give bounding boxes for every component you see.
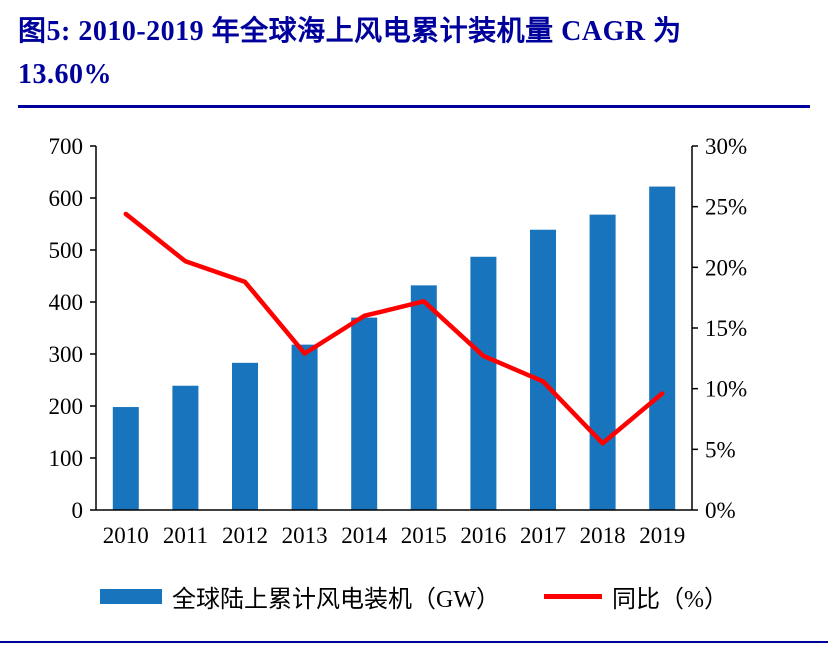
figure-title: 图5: 2010-2019 年全球海上风电累计装机量 CAGR 为 13.60%: [18, 16, 682, 91]
bar: [410, 285, 437, 510]
line-swatch: [543, 593, 602, 599]
right-axis-tick-label: 30%: [705, 134, 747, 159]
bar: [351, 317, 378, 510]
bar-swatch: [100, 588, 162, 604]
x-axis-tick-label: 2010: [103, 523, 149, 548]
left-axis-tick-label: 100: [49, 446, 84, 471]
legend-bar-label: 全球陆上累计风电装机（GW）: [172, 586, 500, 613]
left-axis-tick-label: 0: [72, 498, 84, 523]
right-axis-tick-label: 5%: [705, 437, 736, 462]
bar: [291, 344, 318, 510]
chart-legend: 全球陆上累计风电装机（GW） 同比（%）: [0, 579, 828, 614]
left-axis-tick-label: 300: [49, 342, 84, 367]
line-series: [123, 211, 665, 446]
bar: [172, 385, 199, 510]
figure-header: 图5: 2010-2019 年全球海上风电累计装机量 CAGR 为 13.60%: [0, 0, 828, 108]
legend-item-line: 同比（%）: [543, 579, 728, 614]
right-axis-tick-label: 10%: [705, 376, 747, 401]
title-divider: [18, 104, 810, 108]
right-axis-tick-label: 0%: [705, 498, 736, 523]
right-axis-tick-label: 25%: [705, 194, 747, 219]
left-axis-tick-label: 500: [49, 238, 84, 263]
chart-area: 0 100 200 300 400 500 600 700 0% 5% 10% 15% 20% 25% 30…: [0, 130, 828, 567]
x-axis-tick-label: 2019: [639, 523, 685, 548]
x-axis-tick-label: 2016: [460, 523, 506, 548]
x-axis-tick-label: 2018: [580, 523, 626, 548]
x-axis-tick-label: 2011: [163, 523, 208, 548]
x-axis-tick-label: 2014: [341, 523, 388, 548]
bar: [112, 406, 139, 510]
x-axis-tick-label: 2012: [222, 523, 268, 548]
bar: [649, 186, 676, 510]
right-axis-tick-label: 20%: [705, 255, 747, 280]
legend-line-label: 同比（%）: [611, 586, 728, 613]
x-axis-tick-label: 2015: [401, 523, 447, 548]
left-axis-tick-label: 700: [49, 134, 84, 159]
right-axis-tick-label: 15%: [705, 316, 747, 341]
left-axis-tick-label: 600: [49, 186, 84, 211]
bar: [232, 362, 258, 510]
bar: [589, 214, 616, 510]
left-axis-tick-label: 400: [49, 290, 84, 315]
left-axis-tick-label: 200: [49, 394, 84, 419]
bar: [530, 229, 556, 510]
x-axis-tick-label: 2013: [282, 523, 328, 548]
chart-svg: 0 100 200 300 400 500 600 700 0% 5% 10% 15% 20% 25% 30…: [49, 134, 748, 548]
bottom-divider: [0, 641, 828, 643]
legend-item-bars: 全球陆上累计风电装机（GW）: [100, 579, 500, 614]
bar: [470, 256, 497, 510]
x-axis-tick-label: 2017: [520, 523, 566, 548]
